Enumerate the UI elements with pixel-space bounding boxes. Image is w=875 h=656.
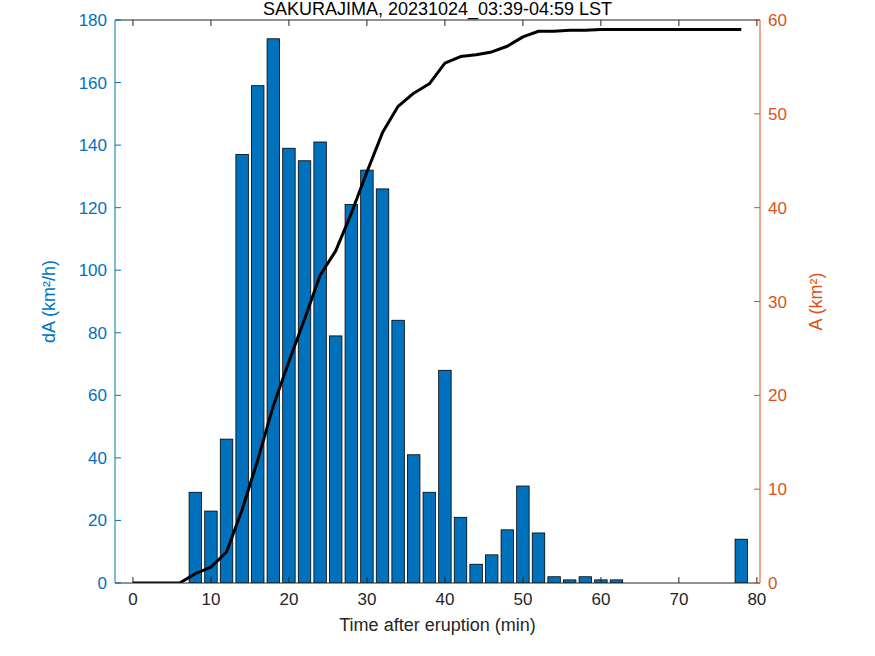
y-tick (115, 145, 121, 146)
x-tick (132, 577, 133, 583)
x-label: Time after eruption (min) (339, 615, 535, 635)
y-tick-label: 120 (79, 199, 107, 218)
line (133, 29, 741, 583)
y-tick-label: 60 (88, 386, 107, 405)
y-tick (115, 583, 121, 584)
bar (439, 370, 451, 583)
plot-marks (133, 29, 748, 583)
y2-tick-label: 0 (768, 574, 777, 593)
x-tick-top (678, 20, 679, 26)
x-tick-top (756, 20, 757, 26)
x-tick (678, 577, 679, 583)
y-tick-label: 140 (79, 136, 107, 155)
x-tick (210, 577, 211, 583)
x-tick (522, 577, 523, 583)
bar (314, 142, 326, 583)
x-tick-top (522, 20, 523, 26)
bar (267, 39, 279, 583)
x-tick-top (366, 20, 367, 26)
x-tick (444, 577, 445, 583)
bar (345, 205, 357, 583)
y2-tick-label: 30 (768, 293, 787, 312)
y2-tick (754, 207, 760, 208)
x-axis (115, 583, 760, 584)
y-tick-label: 40 (88, 449, 107, 468)
bar (205, 511, 217, 583)
y-tick (115, 457, 121, 458)
plot-area (115, 20, 760, 583)
y-tick (115, 395, 121, 396)
x-tick-label: 60 (591, 590, 610, 609)
y-tick (115, 82, 121, 83)
frame-top (115, 20, 760, 21)
title: SAKURAJIMA, 20231024_03:39-04:59 LST (263, 0, 612, 20)
x-tick-label: 80 (747, 590, 766, 609)
bar (376, 189, 388, 583)
bar (470, 564, 482, 583)
y2-label: A (km²) (806, 273, 826, 331)
y-tick (115, 20, 121, 21)
x-tick-label: 70 (669, 590, 688, 609)
x-tick-label: 20 (279, 590, 298, 609)
y-tick (115, 270, 121, 271)
y2-tick (754, 395, 760, 396)
bar (407, 455, 419, 583)
x-tick-label: 0 (128, 590, 137, 609)
bar (298, 161, 310, 583)
x-tick-top (210, 20, 211, 26)
bar (251, 86, 263, 583)
x-tick (756, 577, 757, 583)
bar (517, 486, 529, 583)
y2-tick (754, 301, 760, 302)
bar (579, 577, 591, 583)
bar (423, 492, 435, 583)
x-tick-top (600, 20, 601, 26)
bar (735, 539, 747, 583)
y-tick-label: 80 (88, 324, 107, 343)
y2-tick-label: 40 (768, 199, 787, 218)
y-tick-label: 160 (79, 74, 107, 93)
y-tick (115, 332, 121, 333)
bar (454, 517, 466, 583)
y-label: dA (km²/h) (39, 260, 59, 343)
bar (392, 320, 404, 583)
bar (485, 555, 497, 583)
y-tick-label: 180 (79, 11, 107, 30)
y2-tick (754, 113, 760, 114)
bar (220, 439, 232, 583)
x-tick-top (132, 20, 133, 26)
x-tick-top (444, 20, 445, 26)
chart: 0102030405060708002040608010012014016018… (0, 0, 875, 656)
x-tick (366, 577, 367, 583)
y2-tick-label: 60 (768, 11, 787, 30)
bar (548, 577, 560, 583)
x-tick-label: 50 (513, 590, 532, 609)
bar (329, 336, 341, 583)
x-tick (288, 577, 289, 583)
y2-tick-label: 10 (768, 480, 787, 499)
y-tick-label: 20 (88, 511, 107, 530)
y2-tick-label: 20 (768, 386, 787, 405)
y-tick (115, 520, 121, 521)
y-axis (115, 20, 116, 583)
y2-tick (754, 583, 760, 584)
bar (361, 170, 373, 583)
y-tick (115, 207, 121, 208)
x-tick-top (288, 20, 289, 26)
x-tick-label: 10 (201, 590, 220, 609)
bar (501, 530, 513, 583)
bar (532, 533, 544, 583)
y2-tick (754, 20, 760, 21)
y-tick-label: 100 (79, 261, 107, 280)
y-tick-label: 0 (98, 574, 107, 593)
x-tick (600, 577, 601, 583)
x-tick-label: 30 (357, 590, 376, 609)
x-tick-label: 40 (435, 590, 454, 609)
bar (189, 492, 201, 583)
y2-tick (754, 489, 760, 490)
y2-tick-label: 50 (768, 105, 787, 124)
